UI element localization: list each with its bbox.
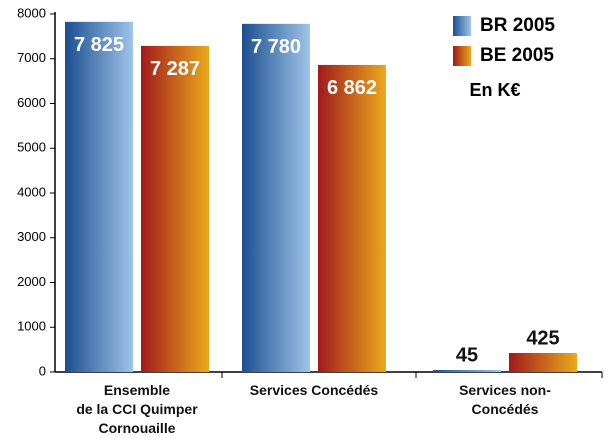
value-label: 425	[526, 327, 559, 349]
x-tick-label: Ensemble de la CCI Quimper Cornouaille	[76, 382, 198, 436]
bar	[141, 45, 209, 373]
y-tick-label: 7000	[17, 50, 46, 65]
y-tick-label: 8000	[17, 5, 46, 20]
y-tick-label: 5000	[17, 140, 46, 155]
legend-label: BR 2005	[480, 15, 555, 36]
value-label: 7 287	[150, 58, 200, 80]
value-label: 7 825	[74, 34, 124, 56]
bar	[242, 23, 310, 372]
y-tick-label: 6000	[17, 95, 46, 110]
y-tick-label: 1000	[17, 319, 46, 334]
y-tick-label: 4000	[17, 184, 46, 199]
legend-swatch	[453, 46, 471, 66]
bar	[318, 64, 386, 372]
y-tick-label: 0	[39, 363, 46, 378]
bar	[509, 352, 577, 372]
legend-swatch	[453, 16, 471, 36]
legend-label: BE 2005	[480, 45, 554, 66]
value-label: 7 780	[251, 36, 301, 58]
value-label: 6 862	[327, 77, 377, 99]
bar	[65, 21, 133, 373]
bar	[433, 369, 501, 372]
y-tick-label: 2000	[17, 274, 46, 289]
y-tick-label: 3000	[17, 229, 46, 244]
value-label: 45	[456, 344, 478, 366]
x-tick-label: Services non- Concédés	[459, 382, 551, 417]
annotation: En K€	[469, 80, 520, 100]
x-tick-label: Services Concédés	[249, 382, 379, 398]
